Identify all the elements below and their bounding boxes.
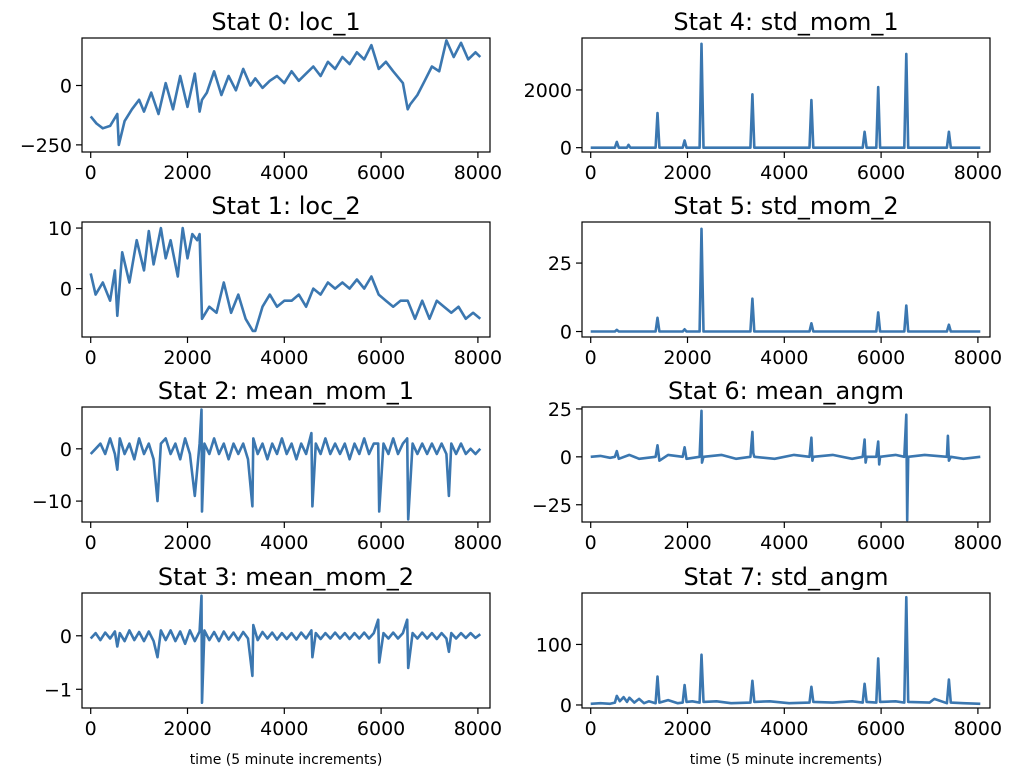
axes-frame xyxy=(81,37,491,153)
y-tick-label: −250 xyxy=(20,135,72,157)
x-tick-label: 0 xyxy=(85,162,97,184)
x-tick-label: 8000 xyxy=(954,347,1002,369)
y-tick-label: 100 xyxy=(536,634,572,656)
x-axis-label: time (5 minute increments) xyxy=(190,752,383,768)
plot-title: Stat 5: std_mom_2 xyxy=(673,192,898,220)
x-tick-label: 6000 xyxy=(357,532,405,554)
x-tick-label: 8000 xyxy=(454,162,502,184)
y-tick-label: 0 xyxy=(560,695,572,717)
axes-frame xyxy=(581,221,991,338)
y-tick-label: 0 xyxy=(560,138,572,160)
x-axis-label: time (5 minute increments) xyxy=(690,752,883,768)
x-tick-label: 0 xyxy=(85,718,97,740)
y-tick-label: 0 xyxy=(560,322,572,344)
subplot-3: Stat 3: mean_mom_2 0 2000 4000 6000 8000 −1 0 ti… xyxy=(44,563,502,768)
x-tick-label: 2000 xyxy=(163,718,211,740)
x-tick-label: 8000 xyxy=(454,532,502,554)
x-tick-label: 4000 xyxy=(260,718,308,740)
x-tick-label: 4000 xyxy=(760,162,808,184)
x-tick-label: 6000 xyxy=(357,718,405,740)
y-tick-label: −1 xyxy=(44,679,72,701)
y-tick-label: 0 xyxy=(60,626,72,648)
series-line xyxy=(89,39,482,147)
series-line xyxy=(89,408,482,521)
subplot-1: Stat 1: loc_2 0 2000 4000 6000 8000 0 10 xyxy=(48,192,502,369)
x-tick-label: 6000 xyxy=(857,718,905,740)
subplot-0: Stat 0: loc_1 0 2000 4000 6000 8000 −250 0 xyxy=(20,8,502,184)
axes-frame xyxy=(581,406,991,523)
plot-title: Stat 4: std_mom_1 xyxy=(673,8,898,36)
plot-title: Stat 3: mean_mom_2 xyxy=(158,563,414,591)
x-tick-label: 2000 xyxy=(663,347,711,369)
series-line xyxy=(590,409,981,522)
x-tick-label: 8000 xyxy=(954,718,1002,740)
x-tick-label: 0 xyxy=(585,347,597,369)
axes-frame xyxy=(581,37,991,153)
y-tick-label: 0 xyxy=(60,76,72,98)
x-tick-label: 2000 xyxy=(163,162,211,184)
subplot-5: Stat 5: std_mom_2 0 2000 4000 6000 8000 0 25 xyxy=(548,192,1002,369)
x-tick-label: 8000 xyxy=(454,347,502,369)
x-tick-label: 4000 xyxy=(260,347,308,369)
x-tick-label: 6000 xyxy=(857,347,905,369)
subplot-2: Stat 2: mean_mom_1 0 2000 4000 6000 8000 −10 0 xyxy=(32,377,502,554)
plot-title: Stat 6: mean_angm xyxy=(668,377,904,405)
subplot-6: Stat 6: mean_angm 0 2000 4000 6000 8000 −25 0 25 xyxy=(532,377,1002,554)
x-tick-label: 2000 xyxy=(663,532,711,554)
series-line xyxy=(89,226,482,333)
plot-title: Stat 2: mean_mom_1 xyxy=(158,377,414,405)
y-tick-label: −10 xyxy=(32,491,72,513)
subplot-7: Stat 7: std_angm 0 2000 4000 6000 8000 0 100 tim… xyxy=(536,563,1002,768)
plot-title: Stat 7: std_angm xyxy=(683,563,888,591)
axes-frame xyxy=(81,406,491,523)
series-line xyxy=(590,227,981,333)
y-tick-label: 0 xyxy=(60,279,72,301)
y-tick-label: 25 xyxy=(548,253,572,275)
x-tick-label: 4000 xyxy=(760,532,808,554)
y-tick-label: 0 xyxy=(560,447,572,469)
y-tick-label: 2000 xyxy=(524,80,572,102)
x-tick-label: 4000 xyxy=(260,162,308,184)
x-tick-label: 6000 xyxy=(857,162,905,184)
x-tick-label: 0 xyxy=(585,532,597,554)
x-tick-label: 0 xyxy=(85,347,97,369)
x-tick-label: 2000 xyxy=(163,347,211,369)
x-tick-label: 0 xyxy=(585,162,597,184)
axes-frame xyxy=(81,592,491,709)
x-tick-label: 8000 xyxy=(954,532,1002,554)
series-line xyxy=(590,42,981,149)
y-tick-label: −25 xyxy=(532,495,572,517)
x-tick-label: 0 xyxy=(85,532,97,554)
x-tick-label: 6000 xyxy=(857,532,905,554)
axes-frame xyxy=(81,221,491,338)
x-tick-label: 4000 xyxy=(260,532,308,554)
x-tick-label: 4000 xyxy=(760,347,808,369)
x-tick-label: 2000 xyxy=(163,532,211,554)
y-tick-label: 10 xyxy=(48,218,72,240)
y-tick-label: 25 xyxy=(548,399,572,421)
series-line xyxy=(590,595,981,706)
axes-frame xyxy=(581,592,991,709)
x-tick-label: 2000 xyxy=(663,718,711,740)
subplot-4: Stat 4: std_mom_1 0 2000 4000 6000 8000 0 2000 xyxy=(524,8,1002,184)
x-tick-label: 6000 xyxy=(357,347,405,369)
x-tick-label: 8000 xyxy=(954,162,1002,184)
plot-title: Stat 0: loc_1 xyxy=(211,8,360,36)
x-tick-label: 8000 xyxy=(454,718,502,740)
x-tick-label: 6000 xyxy=(357,162,405,184)
plot-title: Stat 1: loc_2 xyxy=(211,192,360,220)
x-tick-label: 4000 xyxy=(760,718,808,740)
x-tick-label: 0 xyxy=(585,718,597,740)
series-line xyxy=(89,594,482,705)
y-tick-label: 0 xyxy=(60,439,72,461)
x-tick-label: 2000 xyxy=(663,162,711,184)
